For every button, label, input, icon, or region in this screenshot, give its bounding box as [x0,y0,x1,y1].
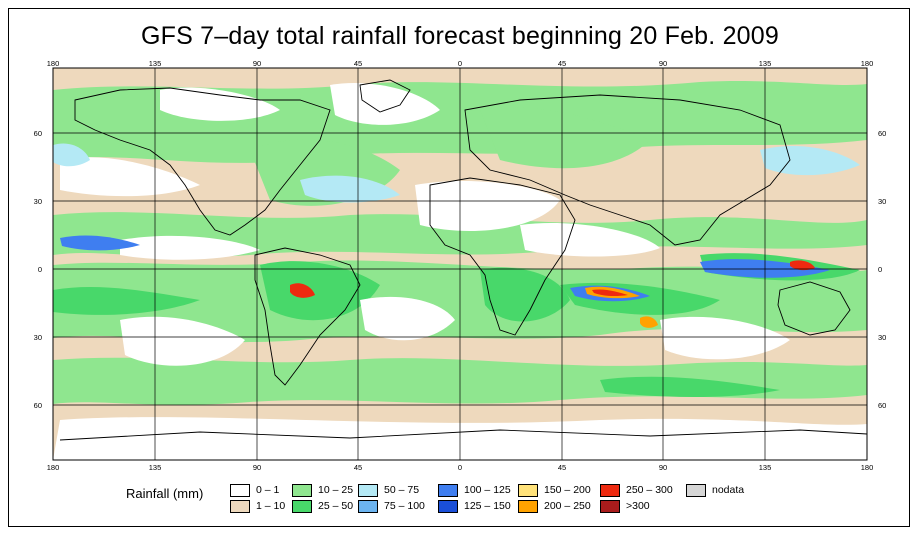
lon-tick: 45 [558,463,566,472]
lat-tick: 30 [878,333,886,342]
legend-swatch [358,500,378,513]
legend-swatch [358,484,378,497]
map-title: GFS 7–day total rainfall forecast beginn… [141,22,779,50]
legend-range: 75 – 100 [384,500,425,512]
rain-band-200-plus [290,260,815,328]
lon-tick: 90 [659,463,667,472]
lon-tick: 45 [354,59,362,68]
legend-swatch [518,500,538,513]
lon-tick: 0 [458,59,462,68]
legend-range: 25 – 50 [318,500,354,512]
lon-tick: 180 [47,463,60,472]
lon-tick: 45 [558,59,566,68]
lon-tick: 0 [458,463,462,472]
lat-tick: 60 [34,401,42,410]
legend-range: 150 – 200 [544,484,591,496]
lat-tick: 60 [34,129,42,138]
longitude-ticks-bottom: 180 135 90 45 0 45 90 135 180 [47,463,874,472]
coastlines [59,79,867,441]
rain-band-0-1 [53,82,867,460]
legend-swatch [438,500,458,513]
legend-swatch [292,500,312,513]
legend-range: 250 – 300 [626,484,673,496]
legend-swatch [518,484,538,497]
latitude-ticks-left: 60 30 0 30 60 [34,129,42,410]
legend-range: nodata [712,484,745,496]
legend-range: 1 – 10 [256,500,286,512]
legend-swatch [230,484,250,497]
legend-range: 100 – 125 [464,484,511,496]
legend-swatch [600,500,620,513]
legend-swatch [230,500,250,513]
lon-tick: 180 [861,59,874,68]
longitude-ticks-top: 180 135 90 45 0 45 90 135 180 [47,59,874,68]
lon-tick: 180 [47,59,60,68]
lat-tick: 60 [878,129,886,138]
lon-tick: 45 [354,463,362,472]
legend-swatch [600,484,620,497]
lon-tick: 90 [253,463,261,472]
legend-range: >300 [626,500,650,512]
legend-range: 200 – 250 [544,500,591,512]
latitude-ticks-right: 60 30 0 30 60 [878,129,886,410]
lon-tick: 135 [759,59,772,68]
legend-range: 125 – 150 [464,500,511,512]
lat-tick: 0 [878,265,882,274]
lon-tick: 180 [861,463,874,472]
lon-tick: 135 [759,463,772,472]
legend-label: Rainfall (mm) [126,486,204,501]
lat-tick: 30 [34,333,42,342]
figure-frame [8,8,910,527]
lon-tick: 90 [253,59,261,68]
legend-swatch [292,484,312,497]
rain-band-50-75 [53,143,860,203]
lat-tick: 60 [878,401,886,410]
legend-swatch [438,484,458,497]
map-border [52,67,868,461]
graticule [53,68,867,460]
lon-tick: 90 [659,59,667,68]
legend-swatch [686,484,706,497]
legend-range: 50 – 75 [384,484,420,496]
lat-tick: 30 [878,197,886,206]
legend-range: 0 – 1 [256,484,280,496]
legend-range: 10 – 25 [318,484,354,496]
lon-tick: 135 [149,59,162,68]
lon-tick: 135 [149,463,162,472]
lat-tick: 30 [34,197,42,206]
lat-tick: 0 [38,265,42,274]
